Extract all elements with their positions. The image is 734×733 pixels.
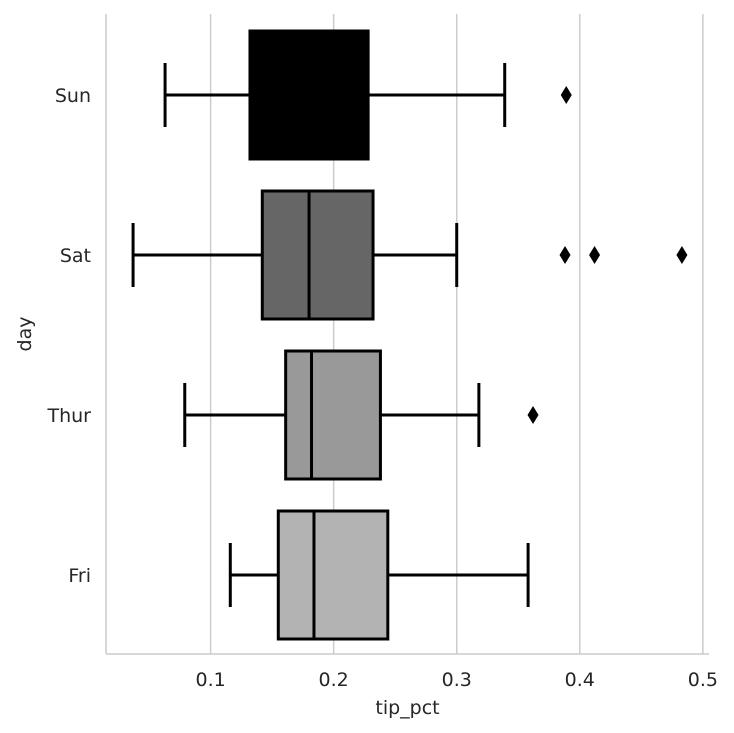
outlier-point [559, 246, 571, 264]
axes [105, 14, 709, 655]
box-sun [163, 29, 572, 161]
x-axis-label: tip_pct [375, 697, 439, 719]
y-axis-label: day [14, 317, 36, 352]
outlier-point [560, 86, 572, 104]
y-tick-label-thur: Thur [46, 405, 91, 427]
y-tick-label-sat: Sat [60, 245, 91, 267]
iqr-box [276, 509, 390, 641]
x-tick-label: 0.3 [442, 669, 472, 691]
iqr-box [284, 349, 382, 481]
iqr-box [248, 29, 370, 161]
x-tick-label: 0.4 [565, 669, 595, 691]
outlier-point [589, 246, 601, 264]
box-fri [228, 509, 530, 641]
x-tick-label: 0.1 [195, 669, 225, 691]
x-tick-label: 0.5 [688, 669, 718, 691]
box-thur [183, 349, 539, 481]
tick-labels: 0.1 0.2 0.3 0.4 0.5 Sun Sat Thur Fri [46, 85, 717, 691]
boxes [131, 29, 688, 641]
outlier-point [527, 406, 539, 424]
box-sat [131, 189, 688, 321]
iqr-box [260, 189, 375, 321]
outlier-point [676, 246, 688, 264]
x-tick-label: 0.2 [319, 669, 349, 691]
y-tick-label-fri: Fri [68, 565, 91, 587]
y-tick-label-sun: Sun [55, 85, 91, 107]
